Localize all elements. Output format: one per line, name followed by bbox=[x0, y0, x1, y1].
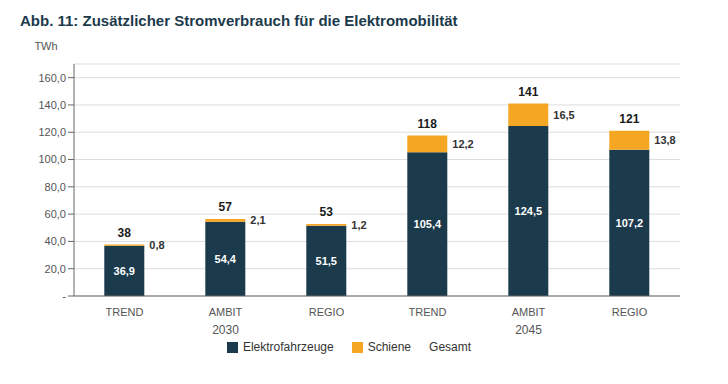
svg-text:REGIO: REGIO bbox=[612, 306, 648, 318]
svg-text:-: - bbox=[62, 290, 66, 302]
html-text:Schiene: Schiene bbox=[367, 340, 411, 354]
svg-text:80,0: 80,0 bbox=[45, 181, 66, 193]
svg-text:141: 141 bbox=[518, 85, 538, 99]
svg-text:105,4: 105,4 bbox=[414, 218, 442, 230]
svg-text:38: 38 bbox=[118, 226, 132, 240]
svg-text:12,2: 12,2 bbox=[452, 138, 473, 150]
svg-text:100,0: 100,0 bbox=[38, 153, 66, 165]
html-text:Abb. 11: Zusätzlicher Stromver: Abb. 11: Zusätzlicher Stromverbrauch für… bbox=[20, 12, 458, 29]
html-text:Gesamt: Gesamt bbox=[429, 340, 472, 354]
svg-text:TREND: TREND bbox=[409, 306, 447, 318]
svg-text:REGIO: REGIO bbox=[309, 306, 345, 318]
svg-text:51,5: 51,5 bbox=[316, 255, 337, 267]
svg-text:60,0: 60,0 bbox=[45, 208, 66, 220]
svg-text:AMBIT: AMBIT bbox=[512, 306, 546, 318]
svg-text:1,2: 1,2 bbox=[351, 219, 366, 231]
svg-text:40,0: 40,0 bbox=[45, 235, 66, 247]
svg-text:160,0: 160,0 bbox=[38, 72, 66, 84]
svg-text:TREND: TREND bbox=[106, 306, 144, 318]
svg-text:118: 118 bbox=[418, 117, 438, 131]
svg-text:120,0: 120,0 bbox=[38, 126, 66, 138]
svg-text:2,1: 2,1 bbox=[250, 214, 265, 226]
svg-text:AMBIT: AMBIT bbox=[209, 306, 243, 318]
svg-text:16,5: 16,5 bbox=[553, 109, 574, 121]
svg-text:13,8: 13,8 bbox=[654, 134, 675, 146]
svg-text:53: 53 bbox=[320, 205, 334, 219]
svg-text:2030: 2030 bbox=[212, 323, 239, 337]
svg-text:57: 57 bbox=[219, 200, 233, 214]
svg-text:107,2: 107,2 bbox=[616, 217, 644, 229]
svg-text:20,0: 20,0 bbox=[45, 263, 66, 275]
html-text:Elektrofahrzeuge: Elektrofahrzeuge bbox=[242, 340, 334, 354]
svg-text:121: 121 bbox=[619, 112, 639, 126]
svg-text:140,0: 140,0 bbox=[38, 99, 66, 111]
svg-text:2045: 2045 bbox=[515, 323, 542, 337]
svg-text:0,8: 0,8 bbox=[149, 239, 164, 251]
svg-text:TWh: TWh bbox=[34, 40, 57, 52]
svg-text:36,9: 36,9 bbox=[114, 265, 135, 277]
svg-text:124,5: 124,5 bbox=[515, 205, 543, 217]
svg-text:54,4: 54,4 bbox=[215, 253, 237, 265]
